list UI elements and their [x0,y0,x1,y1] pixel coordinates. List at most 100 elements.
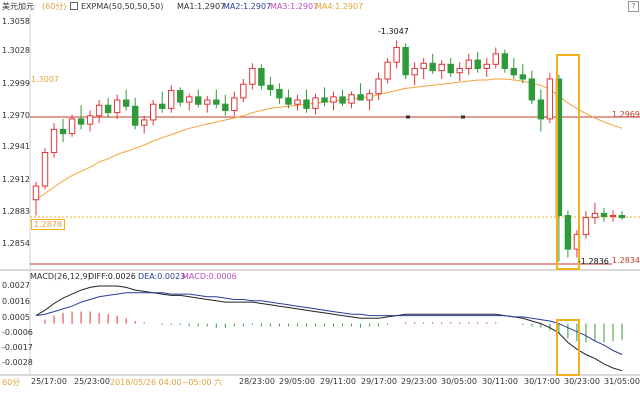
price-tick: 1.2854 [2,239,30,248]
candle-body [330,96,337,103]
candle-body [222,103,229,111]
macd-dif-value: DIFF:0.0026 [88,272,136,281]
low-price-label: -1.2836 [578,257,609,266]
time-label: 30/23:00 [564,377,600,386]
candle-body [564,215,572,250]
candle-body [68,118,76,135]
candle-body [609,215,617,218]
ma4-value: MA4:1.2907 [315,2,364,11]
time-label: 25/17:00 [31,377,67,386]
candle-body [528,78,536,101]
candle-body [348,94,355,104]
candle-body [618,215,626,219]
candle-body [465,59,472,69]
candle-body [276,89,283,99]
candle-body [438,63,445,72]
candle-body [456,68,463,74]
macd-title: MACD(26,12,9) [30,272,91,281]
line-handle-1[interactable] [406,115,410,119]
symbol-title: 美元加元 [2,2,34,11]
cursor-time-label: 2018/05/26 04:00~05:00 六 [110,377,223,388]
candle-body [591,212,599,219]
candle-body [41,152,49,187]
candle-body [122,99,130,107]
candle-body [86,115,94,125]
macd-dif-line [35,285,623,372]
candle-body [600,212,608,218]
candle-body [177,90,184,103]
candle-body [582,217,590,235]
macd-highlight-box [556,319,580,376]
candle-body [501,53,509,69]
ma3-value: MA3:1.2907 [270,2,319,11]
candle-body [213,99,220,105]
macd-group [35,285,623,372]
macd-dea-value: DEA:0.0023 [138,272,186,281]
macd-tick: 0.0016 [2,297,30,306]
price-tick: 1.2883 [2,207,30,216]
macd-tick: 0.0027 [2,281,30,290]
candle-body [402,47,409,76]
ema-left-label: 1.3007 [31,75,59,84]
time-label: 30/17:00 [524,377,560,386]
time-label: 28/23:00 [239,377,275,386]
price-tick: 1.2970 [2,111,30,120]
price-tick: 1.2999 [2,79,30,88]
period-label: (60分) [42,2,67,11]
candle-body [429,62,436,72]
time-label: 30/05:00 [441,377,477,386]
expma-line-group [35,78,623,201]
candle-body [258,68,265,86]
highlight-box [556,54,580,270]
candle-body [59,128,67,135]
candle-body [95,104,103,117]
macd-tick: -0.0006 [2,328,33,337]
candle-body [303,99,310,109]
candle-body [321,97,328,103]
price-tick: 1.3058 [2,17,30,26]
candle-body [231,97,238,112]
macd-tick: -0.0017 [2,343,33,352]
candle-body [113,99,121,114]
candle-body [294,99,301,105]
candle-body [483,63,490,70]
candle-body [546,78,554,120]
candle-body [519,74,527,80]
candle-body [195,96,202,105]
candle-body [339,96,346,104]
candle-body [240,83,247,99]
current-price-label: 1.2878 [31,219,65,230]
candle-body [492,53,499,65]
candle-body [285,97,292,105]
candle-body [77,118,85,125]
macd-tick: -0.0028 [2,358,33,367]
line-handle-2[interactable] [461,115,465,119]
line-2-price-label: 1.2834 [612,256,640,265]
candle-body [411,68,418,76]
candle-body [267,84,274,91]
time-label: 31/05:00 [604,377,640,386]
macd-dea-line [35,292,623,355]
chart-header: 美元加元 (60分) EXPMA(50,50,50,50) MA1:1.2907… [0,0,640,14]
expma-line [35,78,623,201]
candlestick-group [32,40,626,262]
candle-body [474,59,481,69]
time-label: 29/17:00 [361,377,397,386]
candle-body [312,97,319,109]
candle-body [384,61,391,80]
candle-body [366,93,373,101]
candle-body [510,68,518,76]
period-tag[interactable]: 60分 [2,378,21,387]
indicator-toggle-icon[interactable] [70,2,78,10]
ma1-value: MA1:1.2907 [177,2,226,11]
time-label: 29/05:00 [279,377,315,386]
time-label: 30/11:00 [482,377,518,386]
high-price-label: -1.3047 [378,27,409,36]
macd-tick: 0.0005 [2,313,30,322]
candle-body [140,119,148,126]
expma-label[interactable]: EXPMA(50,50,50,50) [81,2,164,11]
question-icon[interactable]: ? [628,1,639,12]
price-tick: 1.3028 [2,46,30,55]
